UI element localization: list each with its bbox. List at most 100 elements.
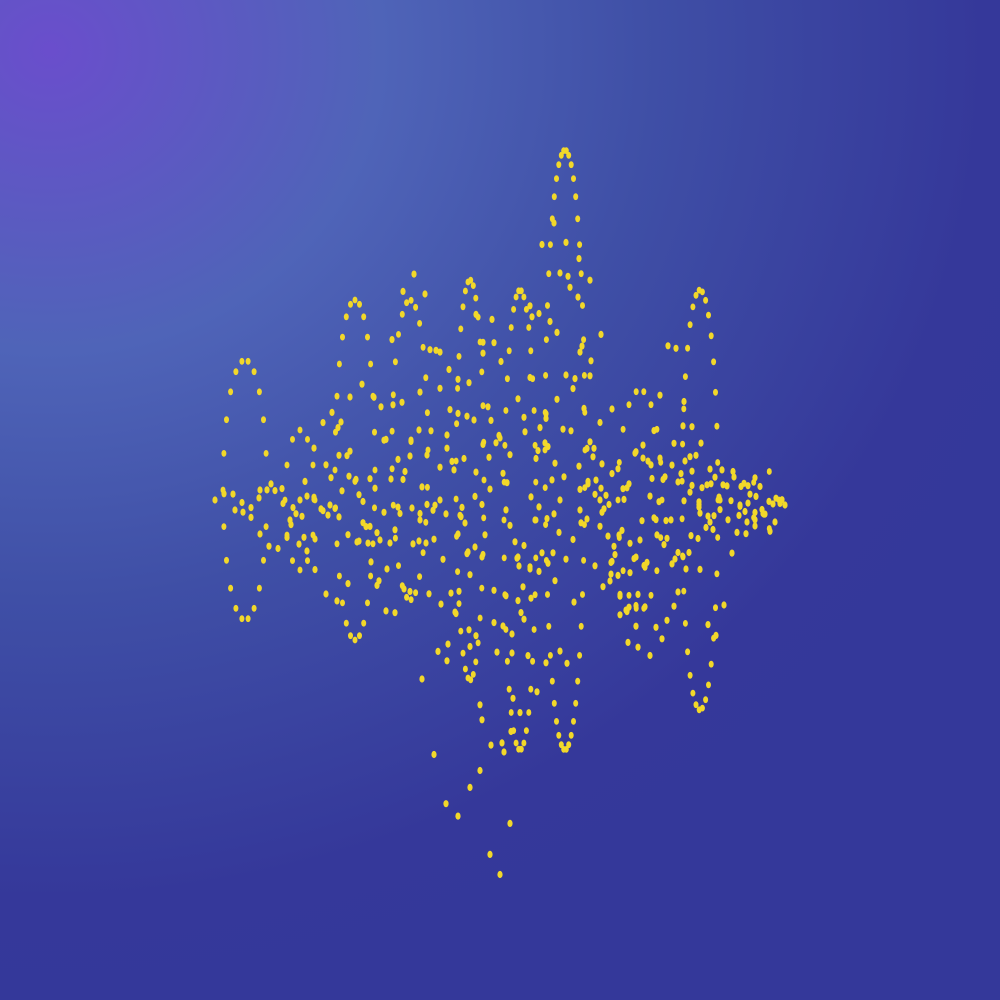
wave-dot: [672, 555, 678, 563]
wave-dot: [293, 510, 299, 518]
loop-dot: [626, 591, 632, 599]
loop-dot: [333, 504, 338, 512]
wave-dot: [367, 522, 373, 531]
loop-dot: [715, 534, 721, 541]
loop-dot: [456, 600, 462, 607]
wave-dot: [641, 561, 647, 570]
wave-dot: [608, 570, 614, 578]
wave-dot: [466, 626, 472, 634]
wave-dot: [552, 459, 558, 467]
wave-dot: [725, 516, 731, 524]
wave-dot: [599, 460, 605, 468]
wave-dot: [489, 315, 495, 323]
loop-dot: [648, 401, 654, 409]
wave-dot: [503, 506, 509, 514]
wave-dot: [762, 510, 768, 518]
wave-dot: [744, 518, 750, 526]
wave-dot: [423, 539, 429, 547]
loop-dot: [460, 649, 466, 657]
loop-dot: [708, 332, 714, 340]
wave-dot: [345, 580, 351, 588]
wave-dot: [479, 716, 485, 724]
wave-dot: [598, 484, 604, 492]
wave-dot: [547, 317, 553, 326]
wave-dot: [730, 467, 736, 476]
loop-dot: [542, 409, 548, 416]
wave-dot: [437, 384, 443, 392]
wave-dot: [360, 497, 366, 506]
loop-dot: [526, 709, 532, 716]
wave-dot: [564, 659, 570, 667]
loop-dot: [470, 671, 476, 678]
loop-dot: [479, 368, 485, 376]
wave-dot: [417, 516, 423, 524]
wave-dot: [323, 590, 329, 598]
loop-dot: [365, 599, 370, 607]
wave-dot: [377, 536, 383, 544]
wave-dot: [772, 518, 778, 526]
wave-dot: [736, 511, 742, 519]
wave-dot: [549, 476, 555, 484]
loop-dot: [616, 534, 622, 541]
loop-dot: [554, 718, 559, 725]
loop-dot: [458, 325, 464, 333]
loop-dot: [556, 161, 562, 169]
loop-dot: [685, 344, 691, 352]
loop-dot: [703, 696, 709, 704]
loop-dot: [396, 562, 401, 569]
wave-dot: [704, 481, 710, 489]
wave-dot: [381, 436, 387, 444]
wave-dot: [534, 688, 540, 696]
loop-dot: [648, 591, 654, 599]
wave-dot: [563, 371, 569, 379]
loop-dot: [453, 495, 459, 503]
wave-dot: [708, 480, 714, 488]
loop-dot: [477, 338, 483, 346]
loop-dot: [633, 604, 639, 612]
wave-dot: [571, 598, 577, 606]
wave-dot: [734, 528, 740, 537]
wave-dot: [240, 508, 246, 516]
loop-dot: [549, 215, 555, 223]
loop-dot: [390, 391, 396, 399]
wave-dot: [480, 349, 486, 357]
loop-dot: [696, 706, 702, 714]
wave-dot: [675, 548, 681, 557]
loop-dot: [516, 745, 522, 753]
wave-dot: [707, 518, 713, 526]
wave-dot: [721, 601, 727, 609]
wave-dot: [543, 659, 549, 667]
wave-dot: [717, 506, 723, 514]
loop-dot: [715, 459, 721, 466]
loop-dot: [543, 521, 549, 528]
wave-dot: [707, 465, 713, 473]
wave-dot: [565, 272, 571, 280]
wave-dot: [257, 486, 263, 494]
wave-dot: [757, 482, 763, 491]
wave-dot: [472, 492, 478, 500]
wave-dot: [344, 452, 350, 460]
loop-dot: [581, 557, 587, 564]
loop-dot: [408, 296, 414, 304]
loop-dot: [465, 674, 471, 682]
wave-dot: [609, 470, 615, 478]
wave-dot: [528, 594, 534, 602]
loop-dot: [551, 699, 557, 707]
wave-dot: [605, 532, 611, 540]
loop-dot: [547, 652, 553, 659]
loop-dot: [310, 531, 316, 539]
loop-dot: [392, 358, 398, 366]
wave-dot: [525, 652, 531, 660]
wave-dot: [542, 439, 548, 447]
wave-dot: [378, 403, 384, 411]
wave-dot: [557, 496, 563, 504]
loop-dot: [361, 313, 367, 321]
loop-dot: [528, 347, 534, 355]
wave-dot: [318, 505, 324, 513]
wave-dot: [615, 571, 621, 580]
wave-dot: [448, 589, 454, 597]
wave-dot: [521, 615, 527, 623]
wave-dot: [587, 372, 593, 380]
loop-dot: [284, 531, 290, 539]
